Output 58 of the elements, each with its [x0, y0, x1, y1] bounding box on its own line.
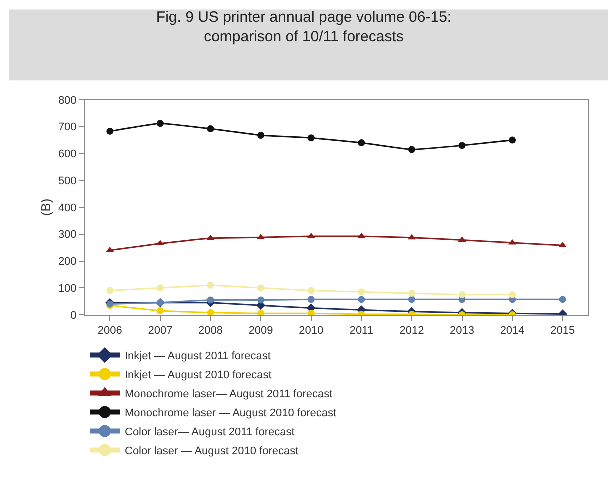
- y-tick-label: 300: [58, 229, 77, 242]
- point: [458, 236, 466, 242]
- point: [206, 234, 215, 240]
- point: [156, 240, 164, 246]
- point: [207, 126, 214, 133]
- legend-label: Inkjet — August 2011 forecast: [125, 350, 271, 363]
- point: [559, 296, 566, 304]
- chart-title: Fig. 9 US printer annual page volume 06-15: comparison of 10/11 forecasts: [156, 9, 452, 46]
- x-tick-label: 2007: [148, 325, 173, 338]
- x-tick-label: 2011: [350, 325, 374, 338]
- x-tick-label: 2008: [198, 325, 223, 338]
- point: [106, 287, 114, 294]
- x-tick-label: 2010: [299, 325, 324, 338]
- legend-label: Monochrome laser — August 2010 forecast: [125, 408, 337, 420]
- legend-label: Inkjet — August 2010 forecast: [125, 370, 272, 382]
- point: [509, 291, 516, 298]
- x-tick-label: 2015: [550, 325, 576, 338]
- y-tick-label: 400: [58, 202, 77, 214]
- y-tick-label: 700: [58, 122, 77, 134]
- point: [258, 132, 265, 139]
- x-tick-label: 2009: [248, 325, 274, 338]
- legend-label: Color laser— August 2011 forecast: [125, 426, 295, 439]
- point: [358, 140, 366, 146]
- x-tick-label: 2012: [400, 325, 424, 338]
- point: [156, 120, 164, 128]
- x-tick-label: 2014: [500, 325, 525, 338]
- legend-label: Monochrome laser— August 2011 forecast: [125, 388, 333, 401]
- x-tick-label: 2006: [98, 325, 122, 338]
- point: [358, 288, 366, 296]
- point: [458, 291, 466, 298]
- point: [308, 296, 315, 304]
- y-tick-label: 100: [58, 282, 77, 295]
- point: [358, 296, 366, 304]
- point: [106, 128, 114, 135]
- point: [258, 284, 265, 292]
- point: [156, 307, 164, 314]
- point: [408, 296, 416, 304]
- y-axis-title: (B): [38, 198, 54, 216]
- x-tick-label: 2013: [450, 325, 474, 338]
- y-tick-label: 0: [70, 310, 77, 322]
- point: [156, 284, 164, 292]
- y-tick-label: 800: [58, 94, 77, 107]
- point: [408, 146, 416, 154]
- point: [207, 309, 214, 315]
- y-tick-label: 500: [58, 175, 77, 188]
- point: [207, 296, 214, 304]
- y-tick-label: 200: [58, 256, 77, 268]
- point: [509, 136, 516, 144]
- legend-label: Color laser — August 2010 forecast: [125, 446, 299, 458]
- point: [207, 282, 214, 289]
- point: [258, 296, 265, 304]
- point: [458, 142, 466, 150]
- point: [308, 134, 315, 142]
- point: [408, 234, 416, 240]
- point: [408, 290, 416, 297]
- point: [508, 239, 517, 245]
- point: [308, 287, 315, 294]
- y-tick-label: 600: [58, 148, 77, 161]
